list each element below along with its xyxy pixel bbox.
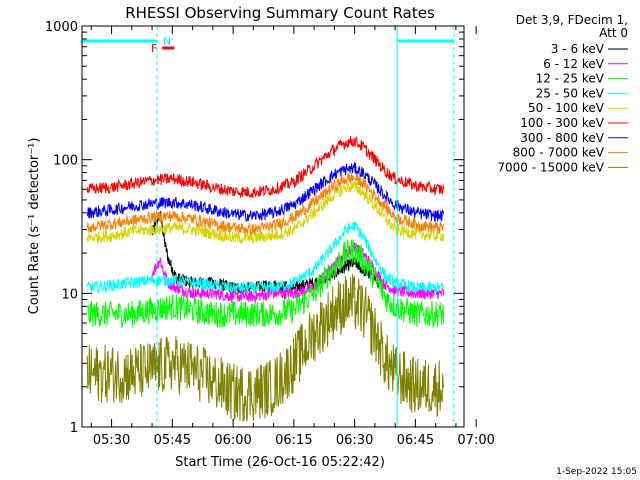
series-line-2 — [86, 239, 445, 329]
legend-header-line1: Det 3,9, FDecim 1, — [516, 13, 628, 27]
legend-entry-2: 12 - 25 keV — [536, 72, 605, 86]
plot-frame — [81, 25, 465, 428]
series-line-4 — [86, 181, 445, 245]
x-tick-label-6: 07:00 — [457, 433, 494, 448]
series-layer — [86, 135, 445, 422]
series-line-5 — [86, 135, 445, 198]
flare-label: F — [151, 42, 157, 55]
x-tick-label-0: 05:30 — [93, 433, 130, 448]
x-axis-label: Start Time (26-Oct-16 05:22:42) — [175, 455, 385, 470]
series-line-3 — [86, 221, 445, 294]
y-tick-label-3: 1000 — [45, 20, 78, 35]
y-tick-label-0: 1 — [70, 421, 78, 436]
legend-entry-1: 6 - 12 keV — [543, 57, 605, 71]
legend-entry-7: 800 - 7000 keV — [513, 146, 605, 160]
legend-entry-6: 300 - 800 keV — [520, 131, 604, 145]
legend-entry-3: 25 - 50 keV — [536, 86, 605, 100]
footer-timestamp: 1-Sep-2022 15:05 — [556, 467, 637, 477]
series-line-8 — [86, 274, 445, 422]
series-line-1 — [151, 242, 445, 304]
night-label: N — [163, 35, 171, 48]
legend-entry-5: 100 - 300 keV — [520, 116, 604, 130]
x-tick-label-1: 05:45 — [154, 433, 191, 448]
x-tick-label-5: 06:45 — [397, 433, 434, 448]
y-axis-label: Count Rate (s⁻¹ detector⁻¹) — [27, 138, 42, 315]
x-tick-label-4: 06:30 — [336, 433, 373, 448]
series-line-6 — [86, 162, 445, 223]
y-tick-label-2: 100 — [53, 154, 78, 169]
legend-entry-8: 7000 - 15000 keV — [497, 160, 604, 174]
y-axis: 1 10 100 1000 — [45, 20, 464, 436]
marker-layer: NF — [81, 26, 455, 427]
x-tick-label-3: 06:15 — [275, 433, 312, 448]
x-tick-label-2: 06:00 — [214, 433, 251, 448]
series-line-7 — [86, 172, 444, 236]
legend-entry-0: 3 - 6 keV — [551, 42, 605, 56]
legend-header-line2: Att 0 — [599, 26, 628, 40]
x-axis: 05:30 05:45 06:00 06:15 06:30 06:45 07:00 — [90, 26, 495, 448]
y-tick-label-1: 10 — [61, 287, 78, 302]
chart-title: RHESSI Observing Summary Count Rates — [125, 4, 435, 22]
legend-entry-4: 50 - 100 keV — [528, 101, 605, 115]
